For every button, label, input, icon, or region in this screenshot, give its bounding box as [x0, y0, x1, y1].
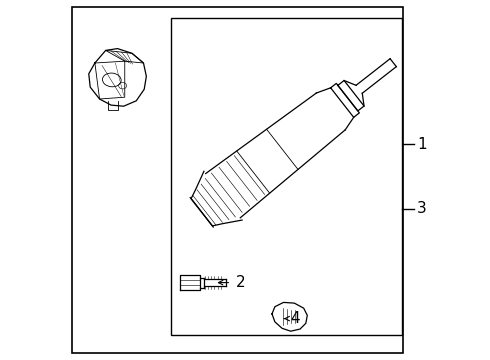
Text: 1: 1 [417, 136, 427, 152]
Bar [171, 18, 402, 335]
Text: 2: 2 [236, 275, 245, 290]
Text: 4: 4 [290, 311, 299, 326]
Text: 3: 3 [417, 201, 427, 216]
